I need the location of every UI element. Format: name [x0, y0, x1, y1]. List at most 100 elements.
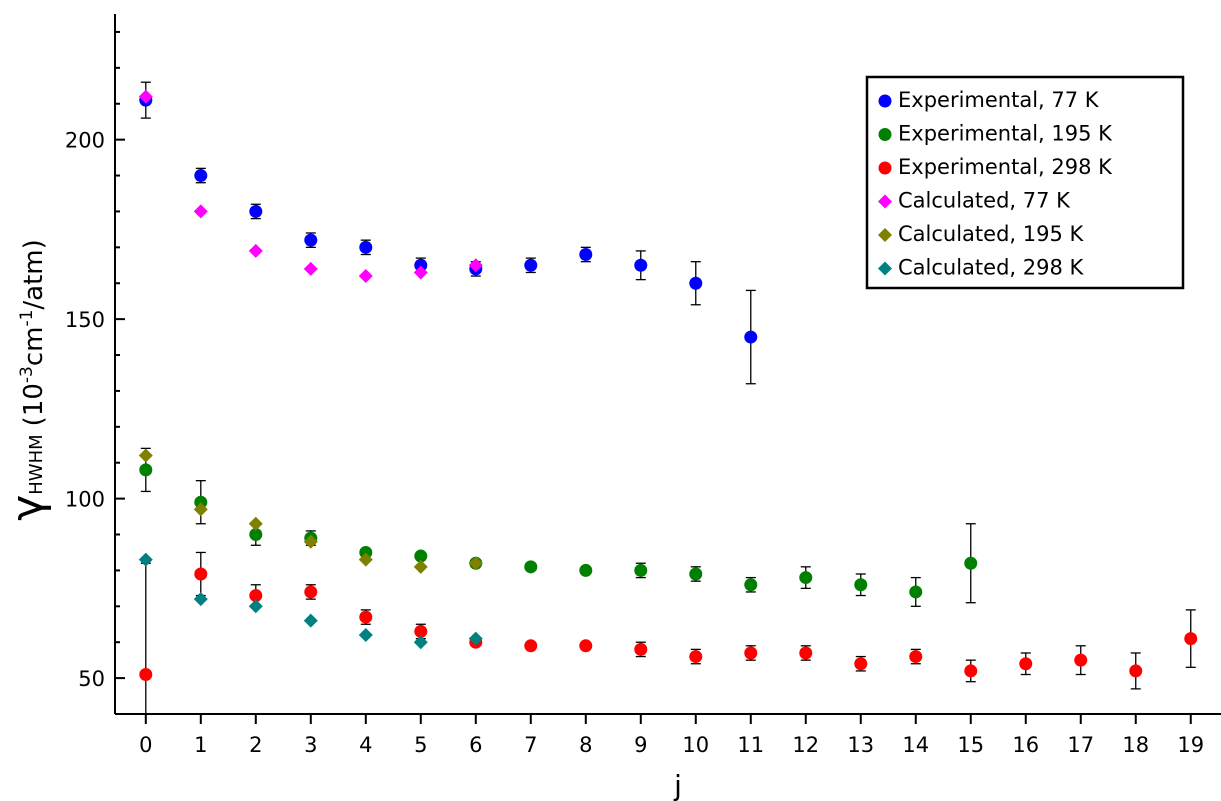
legend-label: Experimental, 298 K — [898, 155, 1113, 179]
y-tick-label: 100 — [65, 488, 105, 512]
legend-label: Calculated, 77 K — [898, 189, 1071, 213]
circle-marker — [249, 589, 263, 603]
y-label-part: -1 — [17, 310, 37, 327]
diamond-marker — [138, 448, 153, 463]
circle-marker — [359, 610, 373, 624]
diamond-marker — [413, 635, 428, 650]
circle-marker — [689, 276, 703, 290]
circle-marker — [634, 563, 648, 577]
diamond-marker — [468, 258, 483, 273]
circle-marker — [524, 560, 538, 574]
diamond-marker — [303, 534, 318, 549]
x-tick-label: 19 — [1177, 733, 1204, 757]
circle-marker — [799, 646, 813, 660]
diamond-marker — [248, 516, 263, 531]
circle-marker — [249, 528, 263, 542]
circle-marker — [799, 571, 813, 585]
y-label-part: -3 — [17, 366, 37, 383]
circle-marker — [634, 258, 648, 272]
x-tick-label: 9 — [634, 733, 647, 757]
y-tick-label: 150 — [65, 308, 105, 332]
circle-marker — [1019, 657, 1033, 671]
circle-marker — [634, 642, 648, 656]
circle-marker — [854, 657, 868, 671]
diamond-marker — [358, 628, 373, 643]
circle-marker — [744, 578, 758, 592]
x-tick-label: 16 — [1012, 733, 1039, 757]
y-label-symbol: γ — [2, 495, 53, 521]
x-tick-label: 12 — [792, 733, 819, 757]
circle-marker — [304, 585, 318, 599]
legend-label: Calculated, 298 K — [898, 256, 1085, 280]
circle-marker — [1184, 632, 1198, 646]
circle-marker — [878, 161, 892, 175]
diamond-marker — [193, 502, 208, 517]
x-tick-label: 0 — [139, 733, 152, 757]
x-tick-label: 1 — [194, 733, 207, 757]
circle-marker — [579, 639, 593, 653]
x-tick-label: 17 — [1067, 733, 1094, 757]
circle-marker — [909, 650, 923, 664]
y-tick-label: 200 — [65, 129, 105, 153]
circle-marker — [964, 664, 978, 678]
circle-marker — [744, 646, 758, 660]
x-tick-label: 5 — [414, 733, 427, 757]
diamond-marker — [138, 552, 153, 567]
circle-marker — [878, 94, 892, 108]
diamond-marker — [303, 261, 318, 276]
legend-label: Calculated, 195 K — [898, 222, 1085, 246]
plot-area — [138, 81, 1198, 714]
circle-marker — [249, 204, 263, 218]
diamond-marker — [468, 631, 483, 646]
y-label-subscript: HWHM — [26, 434, 47, 494]
x-tick-label: 18 — [1122, 733, 1149, 757]
circle-marker — [194, 495, 208, 509]
x-tick-label: 8 — [579, 733, 592, 757]
diamond-marker — [878, 228, 892, 242]
diamond-marker — [358, 552, 373, 567]
circle-marker — [1074, 653, 1088, 667]
x-tick-label: 14 — [902, 733, 929, 757]
circle-marker — [414, 258, 428, 272]
legend-box — [865, 75, 1185, 290]
diamond-marker — [138, 89, 153, 104]
diamond-marker — [193, 204, 208, 219]
circle-marker — [194, 567, 208, 581]
circle-marker — [139, 463, 153, 477]
circle-marker — [964, 556, 978, 570]
x-tick-label: 10 — [682, 733, 709, 757]
circle-marker — [524, 258, 538, 272]
x-tick-label: 11 — [737, 733, 764, 757]
diamond-marker — [358, 269, 373, 284]
x-tick-label: 13 — [847, 733, 874, 757]
diamond-marker — [878, 261, 892, 276]
diamond-marker — [193, 592, 208, 607]
x-tick-label: 6 — [469, 733, 482, 757]
circle-marker — [194, 169, 208, 183]
y-axis-label-text: γHWHM (10-3cm-1/atm) — [2, 239, 53, 521]
x-tick-label: 4 — [359, 733, 372, 757]
y-label-part: (10 — [19, 383, 49, 426]
circle-marker — [359, 545, 373, 559]
x-axis-label: j — [673, 769, 682, 801]
legend-label: Experimental, 77 K — [898, 88, 1100, 112]
diamond-marker — [413, 559, 428, 574]
circle-marker — [689, 567, 703, 581]
circle-marker — [878, 128, 892, 141]
diamond-marker — [303, 613, 318, 628]
y-label-part: /atm) — [19, 239, 49, 309]
x-tick-label: 2 — [249, 733, 262, 757]
x-tick-label: 7 — [524, 733, 537, 757]
diamond-marker — [248, 599, 263, 614]
circle-marker — [689, 650, 703, 664]
x-tick-label: 3 — [304, 733, 317, 757]
circle-marker — [909, 585, 923, 599]
circle-marker — [414, 624, 428, 638]
diamond-marker — [248, 243, 263, 258]
circle-marker — [359, 240, 373, 254]
circle-marker — [579, 563, 593, 577]
circle-marker — [139, 668, 153, 682]
y-tick-label: 50 — [78, 667, 105, 691]
diamond-marker — [413, 265, 428, 280]
